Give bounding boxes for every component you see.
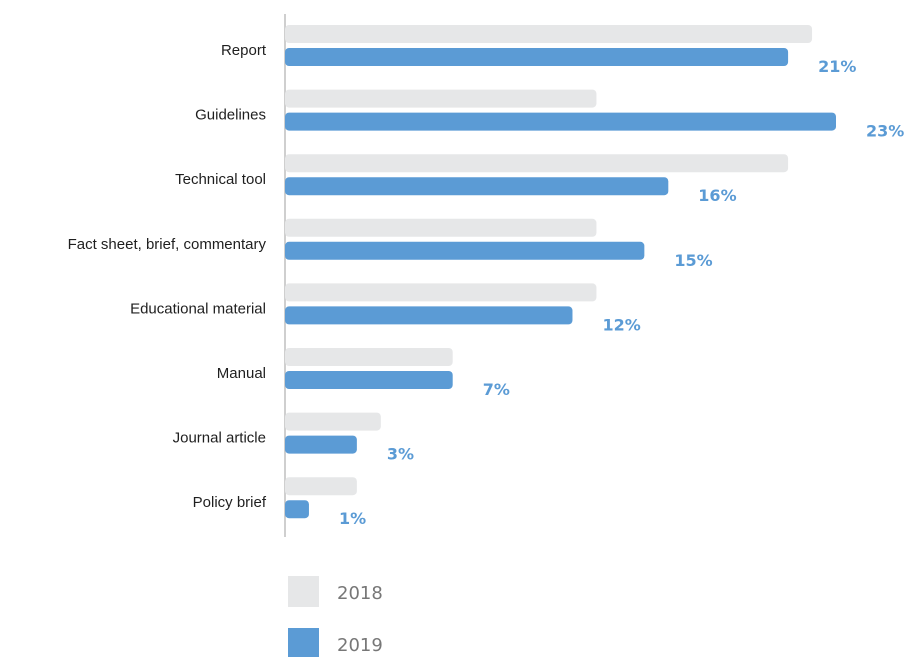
bar-2018-educational-material [285,283,597,302]
category-label-guidelines: Guidelines [195,107,266,124]
value-label-manual: 7% [483,380,510,399]
bar-2018-technical-tool [285,154,789,173]
value-label-journal-article: 3% [387,445,414,464]
bar-2018-guidelines [285,89,597,108]
bar-2018-report [285,25,813,43]
value-label-policy-brief: 1% [339,509,366,528]
bar-2019-policy-brief [285,500,309,519]
legend: 2018 2019 [288,576,383,657]
value-label-guidelines: 23% [866,122,904,141]
value-label-fact-sheet-brief-commentary: 15% [674,251,712,270]
legend-label-2018: 2018 [337,583,383,604]
bar-2019-fact-sheet-brief-commentary [285,241,645,260]
bar-2019-educational-material [285,306,573,325]
category-label-policy-brief: Policy brief [193,494,267,511]
category-label-technical-tool: Technical tool [175,171,266,188]
category-labels-group: Report Guidelines Technical tool Fact sheet… [68,42,267,511]
category-label-report: Report [221,42,267,59]
bar-2019-technical-tool [285,177,669,196]
bar-2018-journal-article [285,412,381,431]
category-label-fact-sheet-brief-commentary: Fact sheet, brief, commentary [68,236,267,253]
bars-group [285,25,836,519]
value-label-technical-tool: 16% [698,186,736,205]
bar-2018-policy-brief [285,477,357,496]
legend-swatch-2018 [288,576,319,607]
category-label-educational-material: Educational material [130,300,266,317]
bar-2019-report [285,48,789,66]
category-label-journal-article: Journal article [173,430,266,447]
bar-2019-guidelines [285,112,836,131]
legend-swatch-2019 [288,628,319,657]
value-label-educational-material: 12% [602,315,640,334]
bar-2019-journal-article [285,435,357,454]
bar-2018-manual [285,348,453,366]
value-labels-group: 21% 23% 16% 15% 12% 7% 3% 1% [339,57,904,528]
value-label-report: 21% [818,57,856,76]
category-label-manual: Manual [217,365,266,382]
legend-label-2019: 2019 [337,635,383,656]
bar-2018-fact-sheet-brief-commentary [285,218,597,237]
bar-2019-manual [285,371,453,389]
